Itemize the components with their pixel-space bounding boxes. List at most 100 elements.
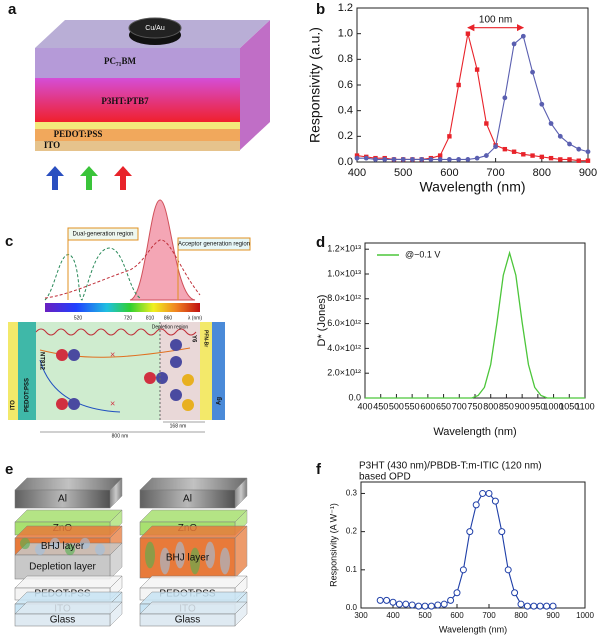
light-wave: [35, 328, 197, 336]
data-point: [585, 149, 591, 155]
data-point: [421, 602, 429, 610]
y-tick-label: 0.6: [338, 79, 353, 91]
data-point: [539, 101, 545, 107]
data-point: [447, 157, 452, 162]
panel-label: d: [316, 234, 325, 251]
plot-frame: [364, 242, 586, 399]
series-line: [365, 250, 585, 399]
y-tick-label: 1.0: [338, 28, 353, 40]
y-tick-label: 1.0×10¹³: [327, 268, 361, 278]
contact: [128, 17, 182, 39]
slab-top: [14, 477, 123, 491]
data-point: [520, 33, 526, 39]
dimension-label: 800 nm: [112, 433, 129, 439]
x-tick-label: 1100: [575, 401, 594, 411]
y-tick-label: 2.0×10¹²: [327, 368, 361, 378]
data-point: [373, 157, 378, 162]
layer-label: ITO: [44, 140, 60, 150]
layer-label: P3HT:PTB7: [101, 96, 149, 106]
data-point: [474, 155, 480, 161]
data-point: [567, 157, 572, 162]
slab-top: [139, 509, 248, 523]
bhj-domain: [35, 543, 45, 556]
x-tick-label: 650: [436, 401, 451, 411]
data-point: [465, 31, 471, 36]
x-tick-label: 400: [357, 401, 372, 411]
bhj-domain: [220, 547, 230, 575]
decor: [156, 372, 168, 384]
bhj-domain: [95, 543, 105, 556]
y-tick-label: 0.8: [338, 53, 353, 65]
data-point: [391, 157, 397, 162]
layer-label: Glass: [50, 615, 76, 626]
data-point: [511, 589, 519, 597]
data-point: [408, 601, 416, 609]
data-point: [483, 153, 489, 158]
region-label: Acceptor generation region: [178, 242, 250, 248]
data-point: [585, 158, 591, 163]
data-point: [539, 154, 544, 160]
wavelength-label: 720: [124, 315, 133, 321]
layer: [8, 322, 18, 420]
y-tick-label: 0.2: [346, 527, 358, 536]
slab-top: [139, 601, 248, 615]
panel-label: a: [8, 1, 17, 18]
x-tick-label: 900: [546, 611, 560, 620]
decor: [182, 399, 194, 411]
data-point: [383, 596, 391, 604]
contact-label: Cu/Au: [145, 25, 165, 32]
x-tick-label: 700: [452, 401, 467, 411]
slab-top: [139, 477, 248, 491]
data-point: [530, 602, 538, 610]
data-point: [517, 600, 525, 608]
data-point: [567, 141, 572, 147]
side-face: [240, 20, 270, 150]
decor: [170, 339, 182, 351]
slab-top: [14, 575, 123, 589]
data-point: [472, 501, 480, 509]
data-point: [415, 602, 423, 610]
data-point: [427, 602, 435, 610]
x-tick-label: 1000: [576, 611, 594, 620]
data-point: [400, 157, 406, 162]
annotation: P3HT (430 nm)/PBDB-T:m-ITIC (120 nm): [359, 461, 542, 472]
panel-label: e: [5, 461, 13, 478]
data-point: [419, 157, 425, 162]
bhj-domain: [80, 537, 90, 550]
absorption-peak: [129, 199, 196, 301]
y-tick-label: 0.0: [346, 603, 358, 612]
y-tick-label: 0.1: [346, 565, 358, 574]
light-arrow: [46, 166, 64, 190]
wavelength-label: 520: [74, 315, 83, 321]
light-arrow: [114, 166, 132, 190]
x-tick-label: 550: [405, 401, 420, 411]
y-tick-label: 8.0×10¹²: [327, 293, 361, 303]
device-stack: Cu/Au PC₇₁BM P3HT:PTB7 PEDOT:PSS ITO: [35, 17, 270, 190]
data-point: [363, 155, 369, 161]
plot-frame: [360, 481, 586, 609]
legend-label: @−0.1 V: [405, 249, 440, 259]
annotation: 100 nm: [479, 14, 512, 25]
chart-f: 300 400 500 600 700 800 900 1000 0.0 0.1 0.2 0.3 Wav…: [328, 461, 594, 635]
decor: ×: [110, 349, 115, 359]
bhj-domain: [145, 541, 155, 569]
wavelength-label: 810: [146, 315, 155, 321]
x-tick-label: 900: [579, 167, 597, 179]
annotation: based OPD: [359, 472, 411, 483]
y-tick-label: 1.2×10¹³: [327, 244, 361, 254]
region-box: [67, 227, 139, 241]
x-tick-label: 750: [467, 401, 482, 411]
layer: [18, 322, 36, 420]
data-point: [521, 152, 526, 157]
region-label: Dual-generation region: [72, 232, 133, 238]
data-point: [456, 157, 462, 162]
layer-label: ITO: [11, 400, 17, 410]
panel-labels: a b c d e f: [5, 1, 325, 478]
y-tick-label: 0.0: [348, 392, 361, 402]
x-tick-label: 700: [486, 167, 504, 179]
y-axis-label: Responsivity (a.u.): [307, 27, 323, 143]
data-point: [530, 69, 535, 75]
layer: [35, 48, 240, 78]
band: [39, 347, 191, 358]
slab-top: [139, 525, 248, 539]
